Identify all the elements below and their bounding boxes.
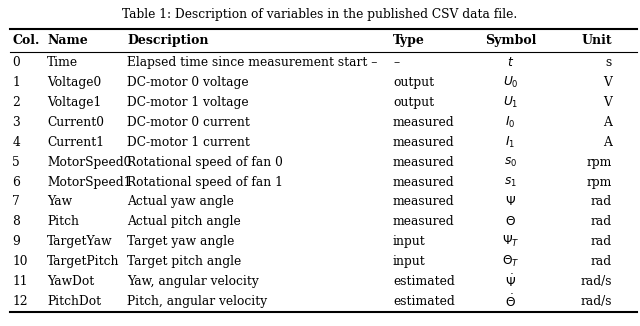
Text: DC-motor 1 current: DC-motor 1 current — [127, 136, 250, 149]
Text: Type: Type — [393, 34, 425, 47]
Text: Symbol: Symbol — [484, 34, 536, 47]
Text: measured: measured — [393, 196, 454, 208]
Text: measured: measured — [393, 215, 454, 228]
Text: TargetYaw: TargetYaw — [47, 235, 113, 248]
Text: rad: rad — [591, 255, 612, 268]
Text: $\Theta$: $\Theta$ — [505, 215, 516, 228]
Text: Voltage1: Voltage1 — [47, 96, 102, 109]
Text: $t$: $t$ — [507, 56, 514, 69]
Text: $\dot{\Psi}$: $\dot{\Psi}$ — [505, 273, 516, 290]
Text: estimated: estimated — [393, 275, 454, 288]
Text: $\Psi$: $\Psi$ — [505, 196, 516, 208]
Text: Time: Time — [47, 56, 79, 69]
Text: Yaw, angular velocity: Yaw, angular velocity — [127, 275, 259, 288]
Text: YawDot: YawDot — [47, 275, 95, 288]
Text: $s_0$: $s_0$ — [504, 156, 517, 169]
Text: Voltage0: Voltage0 — [47, 76, 102, 89]
Text: estimated: estimated — [393, 295, 454, 308]
Text: Table 1: Description of variables in the published CSV data file.: Table 1: Description of variables in the… — [122, 8, 518, 21]
Text: DC-motor 1 voltage: DC-motor 1 voltage — [127, 96, 249, 109]
Text: $I_1$: $I_1$ — [506, 135, 515, 150]
Text: 11: 11 — [12, 275, 28, 288]
Text: $\Psi_T$: $\Psi_T$ — [502, 234, 519, 249]
Text: PitchDot: PitchDot — [47, 295, 102, 308]
Text: rad: rad — [591, 196, 612, 208]
Text: 7: 7 — [12, 196, 20, 208]
Text: Name: Name — [47, 34, 88, 47]
Text: Rotational speed of fan 0: Rotational speed of fan 0 — [127, 156, 284, 169]
Text: A: A — [603, 116, 612, 129]
Text: $I_0$: $I_0$ — [505, 115, 516, 130]
Text: rpm: rpm — [586, 156, 612, 169]
Text: s: s — [605, 56, 612, 69]
Text: 4: 4 — [12, 136, 20, 149]
Text: 10: 10 — [12, 255, 28, 268]
Text: –: – — [393, 56, 399, 69]
Text: Rotational speed of fan 1: Rotational speed of fan 1 — [127, 176, 284, 188]
Text: input: input — [393, 255, 426, 268]
Text: rad: rad — [591, 235, 612, 248]
Text: Actual pitch angle: Actual pitch angle — [127, 215, 241, 228]
Text: 3: 3 — [12, 116, 20, 129]
Text: 8: 8 — [12, 215, 20, 228]
Text: output: output — [393, 76, 434, 89]
Text: rad/s: rad/s — [580, 295, 612, 308]
Text: measured: measured — [393, 156, 454, 169]
Text: A: A — [603, 136, 612, 149]
Text: rpm: rpm — [586, 176, 612, 188]
Text: 6: 6 — [12, 176, 20, 188]
Text: V: V — [603, 76, 612, 89]
Text: measured: measured — [393, 176, 454, 188]
Text: Col.: Col. — [12, 34, 40, 47]
Text: Pitch, angular velocity: Pitch, angular velocity — [127, 295, 268, 308]
Text: Pitch: Pitch — [47, 215, 79, 228]
Text: DC-motor 0 current: DC-motor 0 current — [127, 116, 250, 129]
Text: Target pitch angle: Target pitch angle — [127, 255, 242, 268]
Text: Target yaw angle: Target yaw angle — [127, 235, 235, 248]
Text: output: output — [393, 96, 434, 109]
Text: rad/s: rad/s — [580, 275, 612, 288]
Text: Elapsed time since measurement start –: Elapsed time since measurement start – — [127, 56, 378, 69]
Text: measured: measured — [393, 136, 454, 149]
Text: input: input — [393, 235, 426, 248]
Text: measured: measured — [393, 116, 454, 129]
Text: rad: rad — [591, 215, 612, 228]
Text: $U_1$: $U_1$ — [502, 95, 518, 110]
Text: Actual yaw angle: Actual yaw angle — [127, 196, 234, 208]
Text: $U_0$: $U_0$ — [502, 75, 518, 90]
Text: Current1: Current1 — [47, 136, 104, 149]
Text: Yaw: Yaw — [47, 196, 72, 208]
Text: $\dot{\Theta}$: $\dot{\Theta}$ — [505, 293, 516, 310]
Text: DC-motor 0 voltage: DC-motor 0 voltage — [127, 76, 249, 89]
Text: 1: 1 — [12, 76, 20, 89]
Text: 5: 5 — [12, 156, 20, 169]
Text: V: V — [603, 96, 612, 109]
Text: 12: 12 — [12, 295, 28, 308]
Text: Current0: Current0 — [47, 116, 104, 129]
Text: MotorSpeed1: MotorSpeed1 — [47, 176, 132, 188]
Text: $\Theta_T$: $\Theta_T$ — [502, 254, 519, 269]
Text: 2: 2 — [12, 96, 20, 109]
Text: 0: 0 — [12, 56, 20, 69]
Text: TargetPitch: TargetPitch — [47, 255, 120, 268]
Text: 9: 9 — [12, 235, 20, 248]
Text: Unit: Unit — [581, 34, 612, 47]
Text: $s_1$: $s_1$ — [504, 175, 517, 189]
Text: Description: Description — [127, 34, 209, 47]
Text: MotorSpeed0: MotorSpeed0 — [47, 156, 132, 169]
